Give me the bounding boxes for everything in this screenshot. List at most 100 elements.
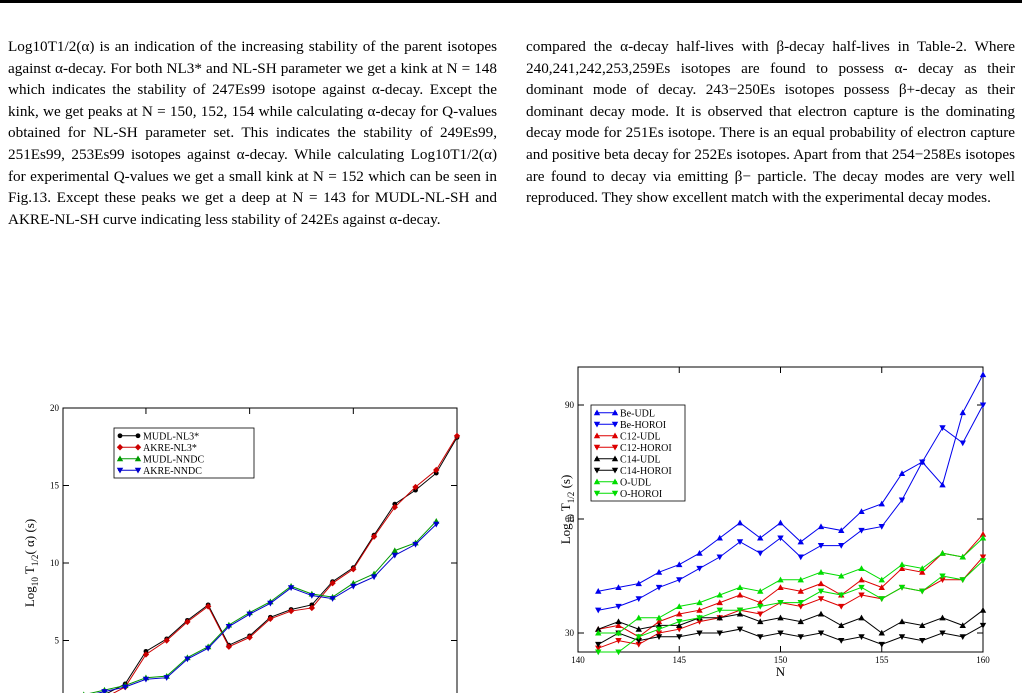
legend-marker — [593, 490, 601, 497]
left-text-column: Log10T1/2(α) is an indication of the inc… — [8, 36, 497, 230]
right-text-column: compared the α-decay half-lives with β-d… — [526, 36, 1015, 209]
data-point — [595, 626, 602, 632]
data-point — [858, 614, 865, 621]
data-point — [939, 425, 946, 431]
data-point — [878, 524, 885, 530]
legend-marker — [593, 444, 601, 451]
data-point — [838, 572, 845, 579]
data-point — [838, 527, 845, 533]
data-point — [898, 584, 906, 591]
legend-marker — [593, 467, 601, 474]
legend-marker — [611, 455, 619, 462]
data-point — [919, 638, 926, 644]
data-point — [777, 535, 784, 542]
data-point — [655, 618, 663, 625]
data-point — [615, 638, 622, 644]
data-point — [858, 634, 865, 640]
series-c14-horoi — [595, 622, 987, 648]
legend-label: Be-UDL — [620, 408, 655, 419]
left-paragraph: Log10T1/2(α) is an indication of the inc… — [8, 38, 497, 228]
data-point — [817, 610, 825, 617]
data-point — [838, 603, 845, 610]
data-point — [838, 622, 845, 628]
data-point — [939, 614, 946, 621]
data-point — [287, 585, 295, 591]
legend-marker — [611, 490, 619, 497]
data-point — [939, 577, 946, 583]
data-point — [595, 641, 602, 648]
data-point — [716, 599, 723, 606]
data-point — [878, 500, 885, 507]
data-point — [898, 634, 906, 640]
data-point — [817, 630, 825, 637]
series-line — [102, 435, 458, 698]
legend-marker — [611, 478, 619, 485]
data-point — [655, 569, 663, 575]
data-point — [838, 592, 845, 599]
data-point — [878, 576, 885, 583]
data-point — [858, 584, 865, 591]
legend-marker — [593, 478, 601, 485]
data-point — [676, 626, 683, 633]
y-axis-label: Log10 T1/2 (s) — [558, 475, 576, 545]
data-point — [838, 638, 845, 644]
data-point — [919, 588, 926, 595]
data-point — [797, 600, 804, 606]
series-be-udl — [595, 371, 987, 594]
data-point — [919, 459, 926, 466]
data-point — [777, 614, 784, 621]
legend-marker — [134, 444, 142, 451]
x-tick-label: 140 — [571, 655, 585, 665]
y-tick-label: 20 — [50, 403, 60, 413]
data-point — [267, 600, 274, 607]
data-point — [716, 534, 723, 541]
data-point — [939, 481, 946, 488]
data-point — [757, 634, 764, 640]
data-point — [817, 596, 825, 602]
data-point — [453, 432, 461, 440]
y-axis-label: Log10 T1/2( α) (s) — [22, 519, 40, 607]
data-point — [797, 554, 804, 561]
legend-marker — [134, 455, 142, 462]
legend-marker — [611, 467, 619, 474]
series-line — [62, 523, 437, 698]
series-line — [62, 520, 437, 697]
data-point — [676, 603, 683, 609]
data-point — [412, 541, 419, 548]
data-point — [959, 577, 966, 583]
legend-marker — [611, 444, 619, 451]
series-o-udl — [595, 534, 987, 636]
data-point — [979, 558, 987, 564]
data-point — [979, 622, 987, 629]
data-point — [757, 618, 764, 625]
data-point — [716, 607, 723, 614]
legend-marker — [116, 467, 124, 474]
data-point — [655, 626, 663, 633]
data-point — [817, 543, 825, 549]
series-o-horoi — [595, 558, 987, 656]
y-tick-label: 10 — [50, 558, 60, 568]
legend-label: C14-HOROI — [620, 466, 672, 477]
data-point — [246, 634, 253, 641]
data-point — [142, 676, 150, 683]
data-point — [878, 641, 885, 648]
data-point — [736, 607, 744, 614]
series-line — [598, 560, 984, 653]
data-point — [959, 440, 966, 447]
y-tick-label: 30 — [565, 628, 575, 638]
data-point — [797, 588, 804, 594]
x-tick-label: 145 — [673, 655, 687, 665]
data-point — [635, 614, 642, 621]
data-point — [716, 554, 723, 561]
data-point — [412, 483, 419, 491]
data-point — [797, 538, 804, 545]
data-point — [858, 576, 865, 583]
data-point — [979, 371, 987, 378]
series-c14-udl — [595, 607, 987, 636]
data-point — [939, 630, 946, 637]
data-point — [777, 576, 784, 583]
data-point — [797, 603, 804, 610]
data-point — [676, 610, 683, 617]
data-point — [757, 534, 764, 541]
data-point — [246, 611, 253, 618]
